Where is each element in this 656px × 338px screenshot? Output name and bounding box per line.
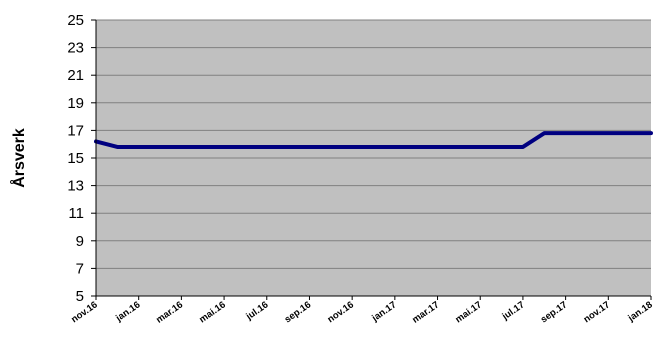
y-tick-label: 11 [68, 205, 84, 222]
y-tick-label: 5 [76, 288, 84, 305]
y-axis-ticks: 5 7 9 11 13 15 17 19 21 23 25 [67, 12, 96, 305]
y-tick-label: 17 [67, 122, 84, 139]
x-tick-label: nov.16 [325, 299, 355, 325]
x-tick-label: jan.17 [369, 299, 398, 324]
x-tick-label: nov.17 [582, 299, 612, 325]
x-tick-label: jul.16 [243, 299, 270, 323]
y-tick-label: 21 [67, 67, 84, 84]
y-tick-label: 15 [67, 150, 84, 167]
x-tick-label: mar.16 [154, 299, 185, 325]
x-axis-ticks: nov.16 jan.16 mar.16 mai.16 jul.16 sep.16 nov.… [69, 296, 655, 326]
gridlines [96, 19, 651, 269]
x-tick-label: sep.17 [539, 299, 570, 325]
y-tick-label: 19 [67, 95, 84, 112]
x-tick-label: nov.16 [69, 299, 99, 325]
x-tick-label: jan.16 [113, 299, 142, 324]
y-tick-label: 7 [76, 260, 84, 277]
y-tick-label: 23 [67, 40, 84, 57]
x-tick-label: mai.16 [197, 299, 228, 325]
x-tick-label: mai.17 [453, 299, 484, 325]
series-group [94, 131, 653, 149]
y-axis-title: Årsverk [9, 128, 28, 188]
x-tick-label: mar.17 [410, 299, 441, 325]
x-tick-label: jan.18 [626, 299, 655, 324]
y-tick-label: 13 [67, 178, 84, 195]
y-tick-label: 9 [76, 233, 84, 250]
x-tick-label: sep.16 [283, 299, 314, 325]
y-tick-label: 25 [67, 12, 84, 29]
x-tick-label: jul.17 [500, 299, 527, 323]
